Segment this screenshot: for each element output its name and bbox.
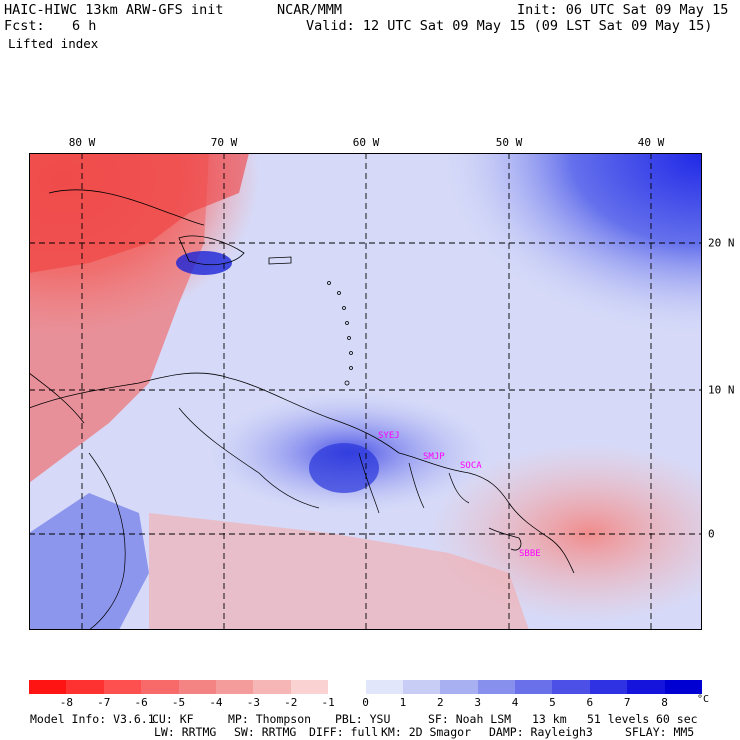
station-syej: SYEJ xyxy=(378,431,400,441)
model-title: HAIC-HIWC 13km ARW-GFS init xyxy=(4,2,224,18)
colorbar-swatch xyxy=(589,680,628,694)
footer-timestep: 60 sec xyxy=(656,712,698,726)
colorbar-tick-label: -2 xyxy=(284,696,298,709)
south-america-coast xyxy=(29,372,575,574)
amazon-delta xyxy=(488,527,522,551)
colorbar-swatch xyxy=(627,680,665,694)
colorbar-swatch xyxy=(66,680,104,694)
lon-label-80w: 80 W xyxy=(68,136,96,149)
colorbar-swatch xyxy=(178,680,216,694)
colorbar-swatch xyxy=(365,680,403,694)
colorbar-tick-label: 8 xyxy=(661,696,668,709)
central-america-coast xyxy=(29,372,85,424)
colorbar-swatch xyxy=(402,680,441,694)
positive-li-hispaniola xyxy=(176,251,232,275)
colorbar-tick-label: 2 xyxy=(436,696,444,709)
fcst-value: 6 h xyxy=(72,18,97,34)
colorbar-swatch xyxy=(215,680,254,694)
footer-diff: DIFF: full xyxy=(309,725,379,739)
colorbar-tick-label: 3 xyxy=(474,696,481,709)
colorbar-swatch xyxy=(290,680,329,694)
colorbar-tick-label: -1 xyxy=(321,696,335,709)
positive-li-core xyxy=(309,443,379,493)
fcst-label: Fcst: xyxy=(4,18,45,34)
lon-label-70w: 70 W xyxy=(210,136,238,149)
graticule xyxy=(29,153,702,630)
borders xyxy=(88,407,470,630)
colorbar-tick-label: 0 xyxy=(362,696,369,709)
colorbar-swatch xyxy=(664,680,703,694)
positive-li-region xyxy=(329,153,702,413)
footer-levels: 51 levels xyxy=(587,712,650,726)
lon-label-40w: 40 W xyxy=(637,136,665,149)
footer-cu: CU: KF xyxy=(152,712,194,726)
puerto-rico-coast xyxy=(268,256,292,265)
negative-li-south xyxy=(149,513,529,630)
lon-label-50w: 50 W xyxy=(495,136,523,149)
colorbar-swatch xyxy=(29,680,67,694)
colorbar-tick-label: 6 xyxy=(586,696,594,709)
valid-time: Valid: 12 UTC Sat 09 May 15 (09 LST Sat … xyxy=(306,18,713,34)
lat-label-0: 0 xyxy=(708,527,715,541)
footer-damp: DAMP: Rayleigh3 xyxy=(489,725,593,739)
colorbar-swatch xyxy=(103,680,142,694)
colorbar-unit: °C xyxy=(697,694,710,705)
colorbar-tick-label: 1 xyxy=(399,696,407,709)
colorbar-tick-label: -4 xyxy=(209,696,223,709)
footer-pbl: PBL: YSU xyxy=(335,712,391,726)
colorbar-swatch xyxy=(515,680,553,694)
colorbar-swatch xyxy=(440,680,478,694)
station-soca: SOCA xyxy=(460,461,482,471)
footer-sflay: SFLAY: MM5 xyxy=(625,725,695,739)
lon-label-60w: 60 W xyxy=(352,136,380,149)
colorbar xyxy=(29,680,703,694)
init-time: Init: 06 UTC Sat 09 May 15 xyxy=(517,2,729,18)
colorbar-tick-label: -8 xyxy=(59,696,73,709)
coastlines xyxy=(29,189,575,574)
footer-km: KM: 2D Smagor xyxy=(381,725,472,739)
station-sbbe: SBBE xyxy=(519,549,541,559)
border-fguiana xyxy=(448,472,470,504)
colorbar-tick-label: 7 xyxy=(623,696,631,709)
lat-label-10n: 10 N xyxy=(708,383,735,397)
lifted-index-map xyxy=(29,153,702,630)
lat-label-20n: 20 N xyxy=(708,236,735,250)
footer-lw: LW: RRTMG xyxy=(154,725,217,739)
border-guyana xyxy=(358,452,380,514)
colorbar-swatch xyxy=(253,680,291,694)
field-name: Lifted index xyxy=(8,36,99,51)
footer-mp: MP: Thompson xyxy=(228,712,312,726)
colorbar-swatch xyxy=(552,680,590,694)
footer-model-info: Model Info: V3.6.1 xyxy=(30,712,155,726)
border-colombia xyxy=(88,452,126,630)
border-suriname xyxy=(408,462,425,509)
colorbar-tick-label: -6 xyxy=(134,696,148,709)
hispaniola-coast xyxy=(178,235,245,266)
colorbar-swatch xyxy=(328,680,366,694)
colorbar-tick-label: -3 xyxy=(246,696,260,709)
station-smjp: SMJP xyxy=(423,452,445,462)
org-label: NCAR/MMM xyxy=(277,2,343,18)
lesser-antilles xyxy=(327,281,353,386)
colorbar-tick-label: 4 xyxy=(511,696,519,709)
positive-li-southwest xyxy=(29,493,149,630)
border-venezuela xyxy=(178,407,320,509)
footer-sf: SF: Noah LSM xyxy=(428,712,512,726)
footer-sw: SW: RRTMG xyxy=(234,725,297,739)
colorbar-swatch xyxy=(477,680,516,694)
colorbar-tick-label: -7 xyxy=(97,696,111,709)
colorbar-swatch xyxy=(141,680,179,694)
footer-resolution: 13 km xyxy=(532,712,567,726)
cuba-coast xyxy=(48,189,205,226)
colorbar-tick-label: 5 xyxy=(549,696,556,709)
colorbar-tick-label: -5 xyxy=(171,696,186,709)
